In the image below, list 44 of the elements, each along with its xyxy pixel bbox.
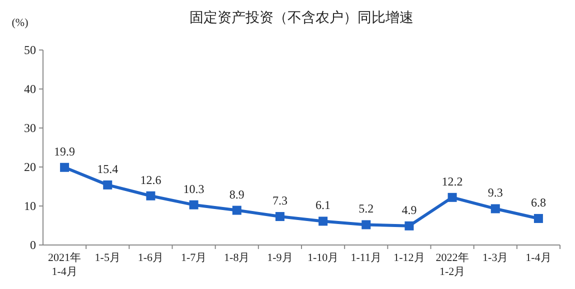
y-tick-label: 10	[24, 199, 36, 213]
point	[60, 162, 70, 172]
y-tick-label: 50	[24, 43, 36, 57]
x-tick-label: 1-9月	[267, 252, 293, 264]
y-tick-label: 0	[30, 238, 36, 252]
data-label: 12.6	[140, 172, 162, 187]
data-label: 5.2	[358, 202, 374, 216]
data-label: 10.3	[183, 182, 204, 196]
chart-title: 固定资产投资（不含农户）同比增速	[190, 10, 414, 26]
x-tick-label: 1-12月	[394, 252, 425, 264]
y-tick-label: 40	[24, 82, 36, 96]
x-tick-label: 1-11月	[350, 252, 382, 264]
point	[448, 192, 457, 202]
data-label: 7.3	[272, 194, 288, 208]
data-label: 6.1	[316, 198, 331, 212]
x-tick-label: 2021年 1-4月	[48, 252, 82, 278]
y-tick-label: 20	[24, 160, 36, 174]
data-label: 15.4	[97, 162, 118, 176]
x-tick-label: 1-10月	[307, 252, 339, 264]
y-axis-title: (%)	[12, 17, 29, 29]
point	[189, 200, 198, 210]
x-tick-label: 1-5月	[94, 252, 120, 264]
data-label: 12.2	[442, 174, 463, 188]
data-label: 9.3	[488, 186, 503, 200]
x-tick-label: 1-7月	[180, 252, 207, 264]
point	[404, 221, 414, 230]
data-label: 8.9	[229, 187, 244, 202]
data-label: 4.9	[402, 202, 417, 217]
point	[146, 191, 156, 200]
point	[490, 204, 500, 214]
x-tick-label: 1-8月	[224, 252, 250, 264]
data-label: 19.9	[54, 144, 76, 158]
x-tick-label: 1-6月	[138, 252, 164, 264]
data-label: 6.8	[530, 195, 546, 210]
point	[232, 206, 242, 215]
point	[275, 212, 284, 222]
point	[362, 220, 371, 230]
point	[318, 216, 328, 226]
y-tick-label: 30	[24, 121, 36, 135]
x-tick-label: 1-4月	[526, 252, 552, 264]
point	[534, 214, 543, 223]
point	[103, 180, 112, 190]
x-tick-label: 2022年 1-2月	[436, 252, 469, 278]
x-tick-label: 1-3月	[482, 252, 508, 264]
